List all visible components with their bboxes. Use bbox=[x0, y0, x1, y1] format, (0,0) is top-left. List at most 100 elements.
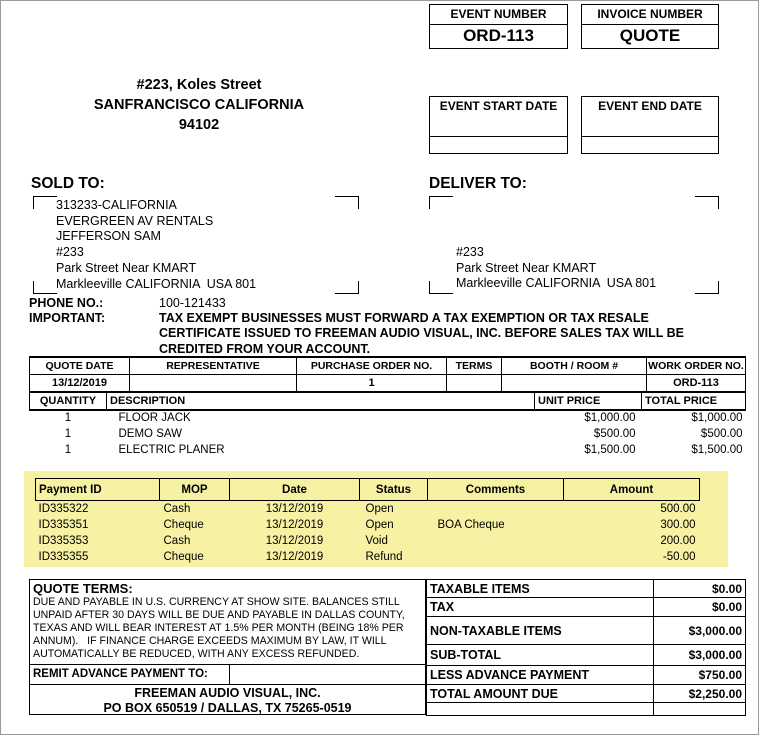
comments-header: Comments bbox=[427, 478, 564, 501]
corner-bracket-mark bbox=[33, 196, 57, 209]
less-advance-payment-value: $750.00 bbox=[653, 665, 746, 685]
event-start-date-box: EVENT START DATE bbox=[429, 96, 568, 154]
amount-header: Amount bbox=[563, 478, 700, 501]
event-start-date-label: EVENT START DATE bbox=[430, 97, 567, 137]
totals-row: NON-TAXABLE ITEMS $3,000.00 bbox=[426, 616, 746, 645]
event-number-label: EVENT NUMBER bbox=[429, 4, 568, 25]
text-line: JEFFERSON SAM bbox=[56, 229, 161, 244]
table-cell: $1,000.00 bbox=[584, 412, 636, 424]
unit-price-header: UNIT PRICE bbox=[534, 392, 642, 411]
table-cell: Cash bbox=[163, 534, 191, 547]
event-start-date-value bbox=[430, 137, 567, 153]
text-line: 94102 bbox=[178, 117, 220, 133]
taxable-items-value: $0.00 bbox=[653, 579, 746, 598]
remit-row: REMIT ADVANCE PAYMENT TO: bbox=[30, 664, 425, 684]
table-cell bbox=[428, 549, 564, 565]
table-row: ID335322 Cash 13/12/2019 Open 500.00 bbox=[36, 501, 700, 517]
status-header: Status bbox=[359, 478, 428, 501]
sold-to-address: 313233-CALIFORNIA EVERGREEN AV RENTALS JEF… bbox=[56, 198, 256, 292]
empty-cell bbox=[653, 702, 746, 716]
tax-label: TAX bbox=[426, 597, 654, 617]
table-cell bbox=[428, 501, 564, 517]
table-cell: Refund bbox=[365, 550, 403, 563]
totals-row: LESS ADVANCE PAYMENT $750.00 bbox=[426, 665, 746, 685]
event-number-box: EVENT NUMBER ORD-113 bbox=[429, 4, 568, 49]
table-cell: FLOOR JACK bbox=[118, 412, 191, 424]
table-cell: Cheque bbox=[163, 550, 204, 563]
corner-bracket-mark bbox=[335, 281, 359, 294]
text-line bbox=[456, 229, 656, 245]
payments-highlight-band: Payment ID MOP Date Status Comments Amou… bbox=[24, 471, 728, 567]
table-cell: ID335351 bbox=[38, 518, 89, 531]
text-line: Markleeville CALIFORNIA USA 801 bbox=[56, 276, 257, 291]
remit-label: REMIT ADVANCE PAYMENT TO: bbox=[30, 665, 230, 684]
table-cell: BOA Cheque bbox=[437, 518, 505, 531]
corner-bracket-mark bbox=[335, 196, 359, 209]
quote-terms-area: QUOTE TERMS: DUE AND PAYABLE IN U.S. CUR… bbox=[30, 580, 425, 664]
empty-cell bbox=[426, 702, 654, 716]
text-line: Park Street Near KMART bbox=[56, 260, 197, 275]
mop-header: MOP bbox=[159, 478, 230, 501]
table-cell: 500.00 bbox=[660, 502, 696, 515]
text-line: Markleeville CALIFORNIA USA 801 bbox=[456, 276, 657, 291]
table-cell: 1 bbox=[64, 443, 72, 456]
deliver-to-address: #233 Park Street Near KMART Markleeville C… bbox=[456, 198, 656, 292]
event-end-date-label: EVENT END DATE bbox=[582, 97, 718, 137]
payment-id-header: Payment ID bbox=[35, 478, 160, 501]
table-cell: ELECTRIC PLANER bbox=[118, 443, 225, 456]
text-line bbox=[456, 198, 656, 214]
table-cell: 1 bbox=[64, 427, 72, 440]
table-cell: -50.00 bbox=[662, 550, 696, 563]
event-end-date-box: EVENT END DATE bbox=[581, 96, 719, 154]
table-cell: DEMO SAW bbox=[118, 427, 182, 440]
corner-bracket-mark bbox=[695, 196, 719, 209]
company-address: #223, Koles Street SANFRANCISCO CALIFORNI… bbox=[29, 75, 369, 135]
table-cell: Open bbox=[365, 502, 394, 515]
text-line: CERTIFICATE ISSUED TO FREEMAN AUDIO VISU… bbox=[159, 326, 685, 341]
representative-value bbox=[129, 373, 297, 392]
text-line: TAX EXEMPT BUSINESSES MUST FORWARD A TAX… bbox=[159, 311, 649, 325]
table-cell: 13/12/2019 bbox=[265, 518, 324, 531]
table-row: ID335355 Cheque 13/12/2019 Refund -50.00 bbox=[36, 549, 700, 565]
quote-date-value: 13/12/2019 bbox=[29, 373, 130, 392]
totals-table: TAXABLE ITEMS $0.00 TAX $0.00 NON-TAXABL… bbox=[426, 579, 746, 716]
corner-bracket-mark bbox=[695, 281, 719, 294]
remit-payee-area: FREEMAN AUDIO VISUAL, INC. PO BOX 650519… bbox=[30, 684, 425, 715]
tax-value: $0.00 bbox=[653, 597, 746, 617]
table-row: 1 ELECTRIC PLANER $1,500.00 $1,500.00 bbox=[30, 442, 746, 458]
terms-header: TERMS bbox=[446, 356, 502, 375]
table-cell: ID335355 bbox=[38, 550, 89, 563]
table-cell: $1,500.00 bbox=[584, 443, 636, 456]
table-cell: 1 bbox=[64, 412, 72, 424]
quote-terms-box: QUOTE TERMS: DUE AND PAYABLE IN U.S. CUR… bbox=[29, 579, 426, 715]
table-row: 1 DEMO SAW $500.00 $500.00 bbox=[30, 426, 746, 442]
remit-payee-address: PO BOX 650519 / DALLAS, TX 75265-0519 bbox=[103, 701, 352, 715]
table-cell: 13/12/2019 bbox=[265, 502, 324, 515]
corner-bracket-mark bbox=[33, 281, 57, 294]
totals-row: SUB-TOTAL $3,000.00 bbox=[426, 644, 746, 666]
important-label: IMPORTANT: bbox=[29, 311, 106, 325]
text-line: UNPAID AFTER 30 DAYS WILL BE DUE AND PAY… bbox=[33, 609, 405, 622]
important-text: TAX EXEMPT BUSINESSES MUST FORWARD A TAX… bbox=[159, 311, 684, 357]
table-row: 1 FLOOR JACK $1,000.00 $1,000.00 bbox=[30, 410, 746, 426]
table-cell: Void bbox=[365, 534, 388, 547]
quote-info-header-row: QUOTE DATE REPRESENTATIVE PURCHASE ORDER… bbox=[29, 356, 746, 375]
invoice-number-label: INVOICE NUMBER bbox=[581, 4, 719, 25]
table-cell: Open bbox=[365, 518, 394, 531]
text-line bbox=[456, 214, 656, 230]
table-cell bbox=[428, 533, 564, 549]
quote-info-table: QUOTE DATE REPRESENTATIVE PURCHASE ORDER… bbox=[29, 356, 746, 392]
items-table: QUANTITY DESCRIPTION UNIT PRICE TOTAL PR… bbox=[29, 392, 746, 458]
table-cell: ID335353 bbox=[38, 534, 89, 547]
text-line: CREDITED FROM YOUR ACCOUNT. bbox=[159, 341, 371, 356]
work-order-header: WORK ORDER NO. bbox=[646, 356, 746, 375]
table-cell: Cheque bbox=[163, 518, 204, 531]
booth-room-value bbox=[501, 373, 647, 392]
total-amount-due-value: $2,250.00 bbox=[653, 684, 746, 703]
total-amount-due-label: TOTAL AMOUNT DUE bbox=[426, 684, 654, 703]
table-cell: ID335322 bbox=[38, 502, 89, 515]
text-line: TEXAS AND WILL BEAR INTEREST AT 1.5% PER… bbox=[33, 622, 404, 635]
work-order-value: ORD-113 bbox=[646, 373, 746, 392]
table-cell: $1,000.00 bbox=[691, 412, 743, 424]
text-line: DUE AND PAYABLE IN U.S. CURRENCY AT SHOW… bbox=[33, 596, 400, 608]
